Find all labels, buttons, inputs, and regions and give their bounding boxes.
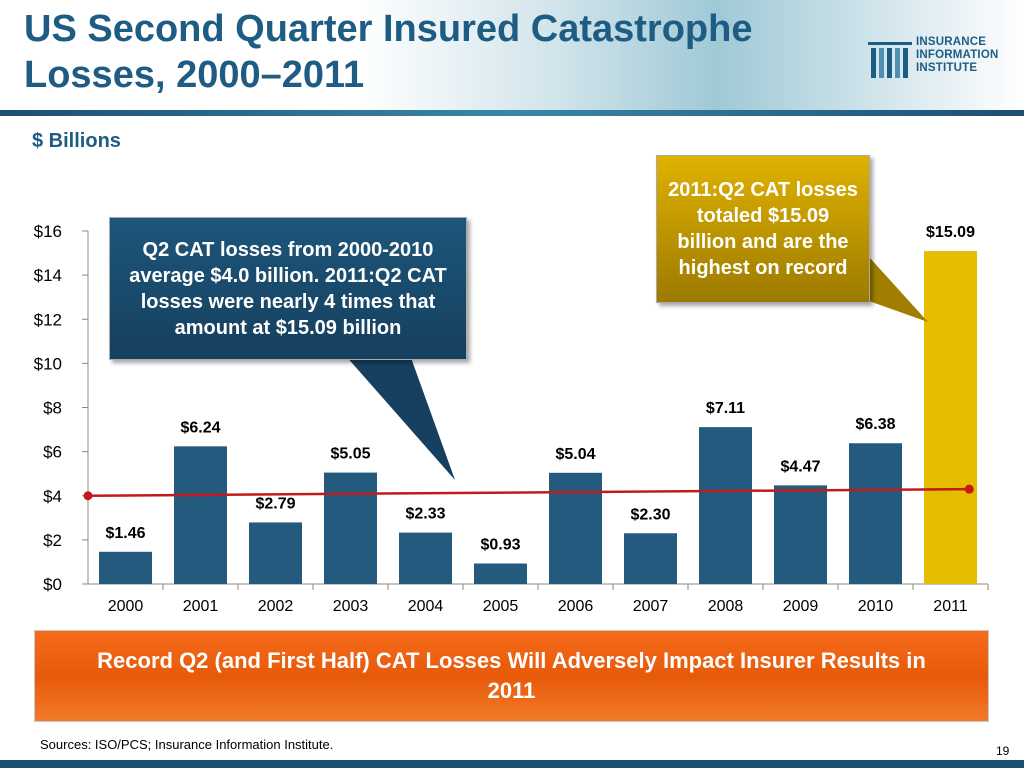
average-line-marker: [964, 484, 974, 494]
page-number: 19: [996, 744, 1010, 758]
average-line: [87, 487, 970, 497]
data-label: $2.30: [630, 506, 670, 523]
bar-2005: [474, 563, 527, 584]
bar-2006: [549, 472, 602, 584]
bar-2009: [774, 485, 827, 584]
source-note: Sources: ISO/PCS; Insurance Information …: [40, 737, 334, 752]
record-callout: 2011:Q2 CAT losses totaled $15.09 billio…: [656, 155, 870, 303]
x-tick-label: 2005: [483, 598, 519, 615]
x-tick-label: 2001: [183, 598, 219, 615]
data-label: $6.24: [180, 419, 220, 436]
y-tick-label: $0: [43, 575, 62, 594]
record-callout-pointer: [852, 258, 928, 322]
bar-2007: [624, 533, 677, 584]
data-label: $5.05: [330, 446, 370, 463]
y-tick-label: $2: [43, 531, 62, 550]
logo-line: INSURANCE: [916, 36, 987, 48]
footer-divider: [0, 760, 1024, 768]
conclusion-banner: Record Q2 (and First Half) CAT Losses Wi…: [34, 630, 989, 722]
x-tick-label: 2009: [783, 598, 819, 615]
bar-2003: [324, 472, 377, 584]
units-label: $ Billions: [32, 130, 121, 152]
y-tick-label: $6: [43, 443, 62, 462]
y-tick-label: $8: [43, 399, 62, 418]
data-label: $4.47: [780, 458, 820, 475]
iii-logo-icon: [868, 42, 912, 78]
average-callout-pointer: [345, 355, 455, 480]
average-callout: Q2 CAT losses from 2000-2010 average $4.…: [109, 217, 467, 360]
bar-2004: [399, 532, 452, 584]
y-tick-label: $4: [43, 487, 62, 506]
x-tick-label: 2003: [333, 598, 369, 615]
bar-2008: [699, 427, 752, 584]
bar-2000: [99, 551, 152, 584]
header-band: [0, 0, 1024, 116]
logo-line: INSTITUTE: [916, 62, 978, 74]
y-tick-label: $10: [34, 354, 62, 373]
x-tick-label: 2011: [933, 598, 968, 615]
iii-logo: INSURANCE INFORMATION INSTITUTE: [868, 36, 1018, 80]
data-label: $7.11: [706, 400, 745, 417]
x-tick-label: 2010: [858, 598, 894, 615]
bar-2010: [849, 443, 902, 584]
data-label: $2.79: [255, 495, 295, 512]
data-label: $2.33: [405, 506, 445, 523]
y-tick-label: $14: [34, 266, 62, 285]
page-title: US Second Quarter Insured Catastrophe Lo…: [24, 8, 753, 96]
bar-2001: [174, 446, 227, 584]
data-label: $1.46: [105, 525, 145, 542]
y-tick-label: $12: [34, 310, 62, 329]
logo-wordmark: INSURANCE INFORMATION INSTITUTE: [916, 36, 1020, 75]
bar-2011: [924, 251, 977, 584]
data-label: $15.09: [926, 224, 975, 241]
logo-line: INFORMATION: [916, 49, 999, 61]
data-label: $5.04: [555, 446, 595, 463]
x-tick-label: 2007: [633, 598, 669, 615]
x-tick-label: 2006: [558, 598, 594, 615]
y-tick-label: $16: [34, 222, 62, 241]
data-label: $0.93: [480, 536, 520, 553]
bar-2002: [249, 522, 302, 584]
average-line-marker: [83, 491, 93, 501]
x-tick-label: 2002: [258, 598, 294, 615]
bar-chart: $0 $2 $4 $6 $8 $10 $12 $14 $16 2000 2001 2002 2003 20…: [34, 222, 989, 615]
header-divider: [0, 110, 1024, 116]
x-tick-label: 2004: [408, 598, 444, 615]
x-tick-label: 2008: [708, 598, 744, 615]
data-label: $6.38: [855, 416, 895, 433]
x-tick-label: 2000: [108, 598, 144, 615]
